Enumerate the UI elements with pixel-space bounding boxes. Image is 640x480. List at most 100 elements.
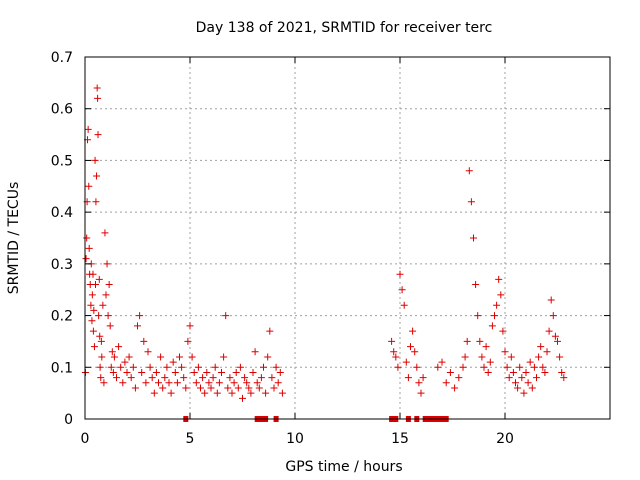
data-point: [104, 312, 112, 320]
data-point: [226, 374, 234, 382]
data-point: [556, 353, 564, 361]
data-point: [537, 343, 545, 351]
data-point: [402, 358, 410, 366]
data-point: [163, 363, 171, 371]
data-point: [140, 337, 148, 345]
data-point: [545, 327, 553, 335]
data-point: [507, 353, 515, 361]
data-point: [434, 363, 442, 371]
data-point: [167, 389, 175, 397]
data-point: [197, 384, 204, 392]
data-point: [486, 358, 494, 366]
data-point: [169, 358, 177, 366]
data-point: [278, 389, 286, 397]
data-point: [108, 348, 116, 356]
data-point: [455, 374, 463, 382]
data-point: [257, 374, 265, 382]
data-point: [518, 374, 526, 382]
data-point: [146, 363, 154, 371]
data-point: [82, 255, 90, 263]
data-point: [413, 363, 421, 371]
y-tick-label: 0.5: [51, 153, 73, 169]
data-point: [148, 374, 156, 382]
x-tick-label: 10: [286, 431, 304, 447]
data-point: [85, 182, 93, 190]
data-point: [100, 379, 108, 387]
data-point: [224, 384, 232, 392]
data-point: [230, 379, 238, 387]
data-point: [560, 374, 568, 382]
data-point: [211, 363, 219, 371]
data-point: [144, 348, 152, 356]
data-point: [245, 384, 253, 392]
data-point: [171, 368, 179, 376]
data-point: [215, 379, 223, 387]
data-point: [95, 312, 103, 320]
data-point: [535, 353, 543, 361]
data-point: [96, 363, 104, 371]
data-point: [165, 379, 173, 387]
y-tick-label: 0.1: [51, 360, 73, 376]
data-point: [125, 353, 133, 361]
data-point: [501, 348, 509, 356]
data-point: [262, 389, 270, 397]
data-point: [103, 260, 111, 268]
data-point: [526, 358, 534, 366]
data-point: [207, 384, 215, 392]
data-point: [476, 337, 484, 345]
data-point: [253, 379, 261, 387]
data-point: [236, 363, 244, 371]
data-point: [90, 343, 98, 351]
data-point: [239, 394, 246, 402]
chart-title: Day 138 of 2021, SRMTID for receiver ter…: [196, 20, 493, 36]
data-point: [497, 291, 505, 299]
data-point: [92, 281, 99, 289]
data-point: [522, 368, 530, 376]
data-point: [152, 368, 160, 376]
data-point: [203, 368, 211, 376]
data-point: [509, 368, 517, 376]
data-point: [516, 363, 524, 371]
data-point: [101, 229, 109, 237]
data-point: [159, 384, 167, 392]
data-point: [554, 337, 561, 345]
data-point: [409, 327, 417, 335]
data-point: [499, 327, 507, 335]
data-point: [201, 389, 209, 397]
data-point: [438, 358, 446, 366]
data-point: [97, 374, 105, 382]
data-point: [539, 363, 547, 371]
data-point: [85, 244, 93, 252]
data-point: [398, 286, 406, 294]
data-point: [89, 270, 97, 278]
data-point: [396, 270, 404, 278]
data-point: [415, 379, 423, 387]
y-tick-label: 0: [64, 412, 73, 428]
data-point: [266, 327, 274, 335]
data-point: [251, 348, 259, 356]
data-point: [400, 301, 408, 309]
data-point: [99, 301, 107, 309]
data-point: [121, 358, 129, 366]
data-point: [213, 389, 221, 397]
data-point: [459, 363, 467, 371]
data-point: [190, 368, 198, 376]
data-point: [188, 353, 196, 361]
data-point: [218, 368, 225, 376]
data-point: [176, 353, 183, 361]
data-point: [465, 167, 473, 175]
data-point: [88, 291, 96, 299]
data-point: [524, 379, 532, 387]
x-tick-label: 0: [81, 431, 90, 447]
data-point: [463, 337, 471, 345]
grid: [85, 57, 610, 419]
data-point: [495, 275, 503, 283]
data-point: [232, 368, 240, 376]
data-point: [220, 353, 228, 361]
data-point: [558, 368, 566, 376]
data-point: [102, 291, 110, 299]
x-tick-label: 5: [186, 431, 195, 447]
y-tick-label: 0.2: [51, 309, 73, 325]
data-point: [157, 353, 165, 361]
data-point: [88, 317, 96, 325]
